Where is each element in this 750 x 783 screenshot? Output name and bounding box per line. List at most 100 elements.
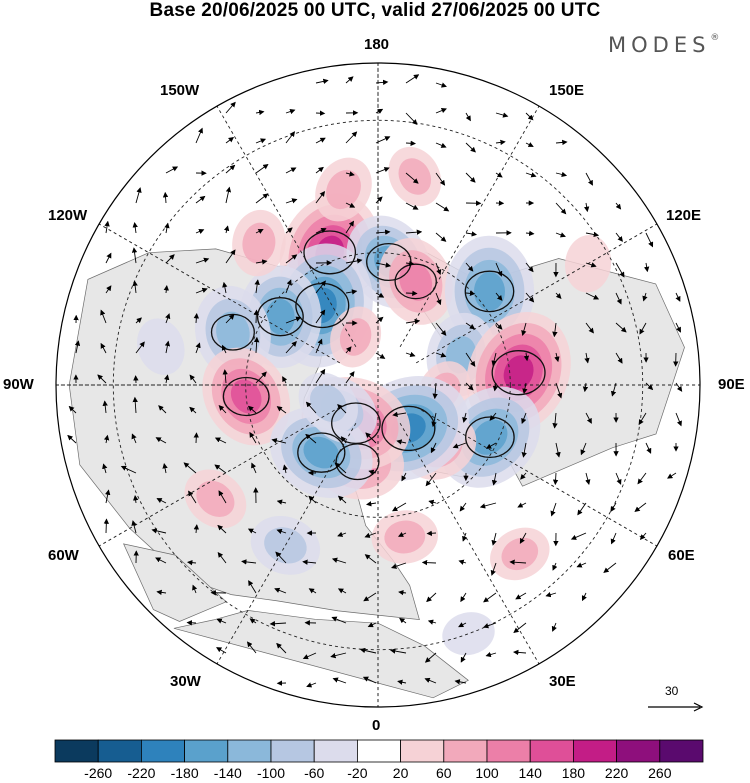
wind-vector-322 <box>513 622 527 634</box>
wind-vector-195 <box>552 412 558 429</box>
wind-vector-136 <box>585 322 594 334</box>
wind-vector-306 <box>460 592 467 603</box>
wind-vector-181 <box>102 400 108 414</box>
colorbar-swatch-14 <box>659 739 704 763</box>
wind-vector-54 <box>435 202 450 212</box>
wind-vector-112 <box>495 292 503 301</box>
wind-vector-50 <box>315 190 326 204</box>
wind-vector-256 <box>550 502 557 517</box>
brand-name: MODES <box>608 33 711 57</box>
wind-vector-180 <box>68 405 77 414</box>
wind-vector-108 <box>375 292 385 298</box>
colorbar-swatch-13 <box>616 739 661 763</box>
wind-vector-231 <box>401 472 407 482</box>
colorbar-swatch-6 <box>313 739 358 763</box>
meridian-150 <box>216 105 357 348</box>
lon-label-0: 0 <box>372 717 381 734</box>
latitude-circle-60 <box>245 252 511 518</box>
wind-vector-207 <box>271 438 287 444</box>
wind-vector-23 <box>405 140 416 146</box>
wind-vector-317 <box>367 622 377 628</box>
wind-vector-268 <box>337 531 347 537</box>
wind-vector-37 <box>405 172 419 184</box>
wind-vector-243 <box>156 498 167 504</box>
meridian-60 <box>98 406 341 547</box>
wind-vector-232 <box>425 472 437 487</box>
contour-8 <box>491 350 546 396</box>
wind-vector-1 <box>345 76 354 84</box>
colorbar-tick-label: -180 <box>170 765 199 781</box>
wind-vector-205 <box>214 437 227 444</box>
wind-vector-297 <box>192 584 198 594</box>
wind-vector-203 <box>155 437 167 444</box>
wind-vector-106 <box>315 280 326 294</box>
wind-vector-70 <box>375 229 391 235</box>
meridian-330 <box>399 422 540 665</box>
wind-vector-78 <box>615 232 623 242</box>
wind-vector-59 <box>583 202 590 213</box>
wind-vector-176 <box>582 382 589 393</box>
wind-vector-34 <box>315 166 324 174</box>
wind-vector-137 <box>615 322 627 333</box>
meridian-30 <box>216 422 357 665</box>
wind-vector-42 <box>555 171 568 178</box>
wind-vector-295 <box>603 562 617 573</box>
wind-vector-323 <box>551 622 557 632</box>
wind-vector-25 <box>465 142 476 153</box>
colorbar-swatch-12 <box>573 739 618 763</box>
wind-vector-158 <box>615 352 623 364</box>
wind-vector-22 <box>375 136 391 144</box>
wind-vector-111 <box>465 290 476 297</box>
wind-vector-20 <box>315 137 326 144</box>
wind-vector-174 <box>522 382 528 394</box>
wind-vector-210 <box>365 432 377 444</box>
reference-vector-arrow <box>648 702 704 712</box>
wind-vector-177 <box>610 382 617 397</box>
wind-vector-104 <box>254 279 260 294</box>
wind-vector-170 <box>345 371 355 384</box>
wind-vector-247 <box>276 499 287 505</box>
wind-vector-307 <box>483 592 497 603</box>
wind-vector-83 <box>195 257 210 264</box>
lon-label-30w: 30W <box>170 673 201 690</box>
wind-vector-261 <box>131 520 137 534</box>
wind-vector-277 <box>610 532 617 545</box>
wind-vector-21 <box>345 131 358 144</box>
wind-vector-121 <box>135 317 142 324</box>
wind-vector-230 <box>368 469 377 475</box>
wind-vector-33 <box>285 167 297 174</box>
wind-vector-314 <box>269 621 287 627</box>
wind-vector-281 <box>187 559 197 566</box>
wind-vector-135 <box>552 322 558 338</box>
anomaly-center-27 <box>388 146 442 207</box>
wind-vector-48 <box>255 193 269 204</box>
wind-vector-94 <box>525 262 534 273</box>
wind-vector-213 <box>452 442 467 449</box>
wind-vector-237 <box>585 472 591 485</box>
colorbar-tick-label: 260 <box>648 765 672 781</box>
lon-label-30e: 30E <box>549 673 576 690</box>
meridian-300 <box>415 406 658 547</box>
wind-vector-208 <box>305 433 317 444</box>
wind-vector-223 <box>162 463 168 474</box>
wind-vector-288 <box>391 562 407 569</box>
wind-vector-82 <box>165 254 175 264</box>
wind-vector-296 <box>156 589 167 596</box>
wind-vector-227 <box>282 464 288 474</box>
wind-vector-327 <box>302 652 317 660</box>
wind-vector-109 <box>405 290 418 296</box>
wind-vector-325 <box>246 641 257 654</box>
contour-10 <box>381 405 436 452</box>
wind-vector-238 <box>615 472 622 485</box>
wind-vector-157 <box>584 352 590 364</box>
wind-vector-240 <box>667 472 677 479</box>
anomaly-center-9 <box>330 306 382 368</box>
wind-vector-202 <box>131 433 137 444</box>
wind-vector-166 <box>222 369 228 384</box>
wind-vector-216 <box>555 442 561 458</box>
wind-vector-258 <box>610 502 617 512</box>
wind-vector-124 <box>225 314 235 324</box>
map-border <box>55 62 701 708</box>
wind-vector-338 <box>362 676 377 684</box>
colorbar-swatch-10 <box>486 739 531 763</box>
